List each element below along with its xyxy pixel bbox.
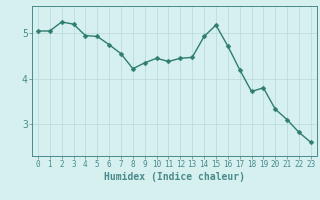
X-axis label: Humidex (Indice chaleur): Humidex (Indice chaleur): [104, 172, 245, 182]
